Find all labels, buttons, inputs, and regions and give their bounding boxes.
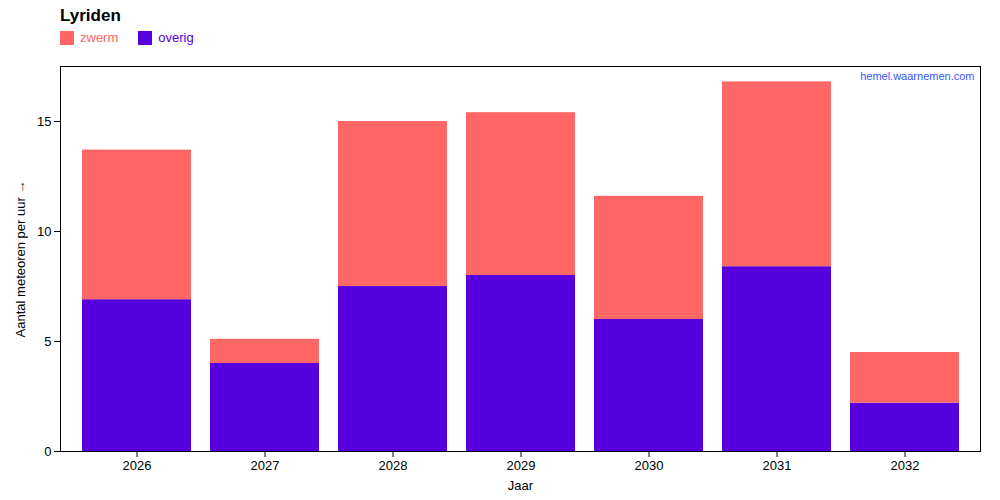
svg-text:2032: 2032 [891, 458, 920, 473]
html-text:overig: overig [158, 30, 194, 45]
svg-text:2030: 2030 [635, 458, 664, 473]
svg-text:0: 0 [44, 444, 51, 459]
svg-text:5: 5 [44, 334, 51, 349]
svg-text:Jaar: Jaar [508, 478, 534, 493]
svg-text:15: 15 [37, 114, 51, 129]
svg-text:10: 10 [37, 224, 51, 239]
svg-text:2031: 2031 [763, 458, 792, 473]
html-text:zwerm: zwerm [80, 30, 119, 45]
svg-text:2029: 2029 [507, 458, 536, 473]
svg-text:hemel.waarnemen.com: hemel.waarnemen.com [860, 70, 974, 82]
svg-text:2026: 2026 [123, 458, 152, 473]
svg-text:2028: 2028 [379, 458, 408, 473]
svg-text:2027: 2027 [251, 458, 280, 473]
svg-text:Aantal meteoren per uur →: Aantal meteoren per uur → [13, 181, 28, 338]
html-text:Lyriden: Lyriden [60, 6, 121, 25]
